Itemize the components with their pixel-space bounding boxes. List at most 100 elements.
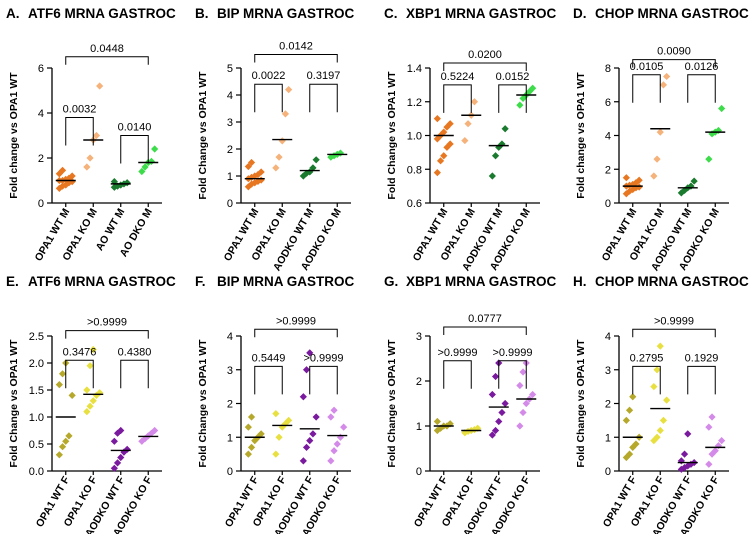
significance-bracket: [498, 84, 527, 113]
significance-bracket: [65, 117, 94, 146]
data-point: [151, 426, 159, 435]
y-tick-label: 2: [227, 399, 233, 411]
y-tick-label: 0.0: [29, 466, 44, 478]
chart-title: XBP1 MRNA GASTROC: [406, 274, 557, 289]
data-point: [680, 186, 689, 194]
p-value-label: 0.4380: [118, 346, 152, 358]
data-point: [705, 460, 713, 468]
p-value-label: 0.5224: [441, 71, 475, 83]
significance-bracket: [443, 84, 472, 113]
y-axis-label: Fold Change vs OPA1 WT: [197, 339, 209, 468]
data-point: [117, 426, 125, 435]
data-point: [656, 128, 664, 136]
data-point: [278, 137, 286, 145]
panel-label: G.: [384, 274, 398, 289]
data-point: [251, 172, 259, 180]
data-point: [516, 422, 524, 430]
y-tick-label: 4: [605, 331, 611, 343]
p-value-label: 0.1929: [685, 352, 719, 364]
data-point: [285, 416, 293, 424]
data-point: [522, 399, 530, 408]
data-point: [110, 464, 118, 472]
data-point: [516, 381, 524, 390]
p-value-label: 0.0142: [279, 41, 313, 53]
data-point: [656, 426, 664, 435]
panel-label: A.: [6, 6, 20, 21]
data-point: [433, 417, 441, 426]
data-point: [251, 179, 259, 187]
y-tick-label: 0.8: [407, 164, 422, 176]
data-point: [653, 433, 661, 441]
data-point: [86, 402, 94, 410]
significance-bracket: [443, 360, 472, 389]
data-point: [333, 440, 341, 448]
significance-bracket: [309, 83, 338, 113]
y-axis-label: Fold Change vs OPA1 WT: [386, 71, 398, 200]
data-point: [141, 163, 149, 171]
y-tick-label: 0.5: [29, 439, 44, 451]
y-tick-label: 1.2: [407, 97, 422, 109]
data-point: [257, 430, 265, 438]
y-tick-label: 2: [416, 376, 422, 388]
p-value-label: 0.5449: [252, 352, 286, 364]
data-point: [113, 429, 122, 437]
y-tick-label: 0: [227, 198, 233, 210]
chart-title: ATF6 MRNA GASTROC: [28, 6, 176, 21]
y-tick-label: 1.0: [29, 412, 44, 424]
data-point: [516, 101, 524, 109]
data-point: [285, 86, 293, 94]
data-point: [327, 457, 335, 465]
chart-panel-4: E. ATF6 MRNA GASTROC 0.0 0.5 1.0 1.5 2.0 2.5 Fol…: [6, 274, 176, 534]
data-point: [68, 172, 76, 180]
significance-bracket: [632, 59, 716, 68]
p-value-label: >0.9999: [303, 352, 343, 364]
chart-panel-2: C. XBP1 MRNA GASTROC 0.6 0.8 1.0 1.2 1.4 Fold C…: [384, 6, 557, 273]
y-tick-label: 4: [227, 331, 233, 343]
chart-panel-1: B. BIP MRNA GASTROC 0 1 2 3 4 5 Fold Change vs O…: [195, 6, 355, 273]
p-value-label: 0.0090: [657, 46, 691, 58]
data-point: [464, 120, 472, 128]
data-point: [281, 110, 290, 118]
data-point: [309, 430, 317, 438]
data-point: [433, 426, 441, 435]
data-point: [461, 136, 469, 145]
chart-title: BIP MRNA GASTROC: [217, 6, 355, 21]
data-point: [529, 84, 537, 92]
data-point: [306, 437, 314, 445]
data-point: [625, 450, 634, 458]
data-point: [488, 390, 496, 399]
data-point: [151, 145, 159, 153]
y-tick-label: 2: [227, 144, 233, 156]
y-tick-label: 2: [605, 399, 611, 411]
data-point: [470, 98, 479, 106]
chart-panel-0: A. ATF6 MRNA GASTROC 0 2 4 6 Fold change vs OP…: [6, 6, 176, 263]
data-point: [663, 72, 671, 81]
p-value-label: >0.9999: [87, 317, 127, 329]
significance-bracket: [498, 360, 527, 389]
chart-panel-3: D. CHOP MRNA GASTROC 0 2 4 6 8 Fold change vs O…: [573, 6, 749, 273]
y-axis-label: Fold Change vs OPA1 WT: [8, 339, 20, 468]
significance-bracket: [65, 359, 94, 389]
data-point: [299, 393, 307, 401]
data-point: [244, 450, 252, 458]
data-point: [244, 162, 252, 171]
y-tick-label: 1.0: [407, 131, 422, 143]
significance-bracket: [120, 135, 149, 164]
data-point: [55, 381, 63, 389]
data-point: [340, 423, 348, 431]
significance-bracket: [632, 328, 716, 338]
data-point: [495, 143, 503, 151]
data-point: [272, 410, 280, 418]
data-point: [302, 443, 311, 451]
y-tick-label: 5: [227, 63, 233, 75]
y-axis-label: Fold Change vs OPA1 WT: [386, 339, 398, 468]
data-point: [147, 429, 156, 437]
y-tick-label: 0.6: [407, 198, 422, 210]
data-point: [251, 437, 259, 445]
y-tick-label: 6: [38, 63, 44, 75]
y-tick-label: 1.4: [407, 63, 422, 75]
chart-panel-5: F. BIP MRNA GASTROC 0 1 2 3 4 Fold Change vs OP…: [195, 274, 355, 534]
panel-label: E.: [6, 274, 19, 289]
data-point: [117, 453, 125, 462]
